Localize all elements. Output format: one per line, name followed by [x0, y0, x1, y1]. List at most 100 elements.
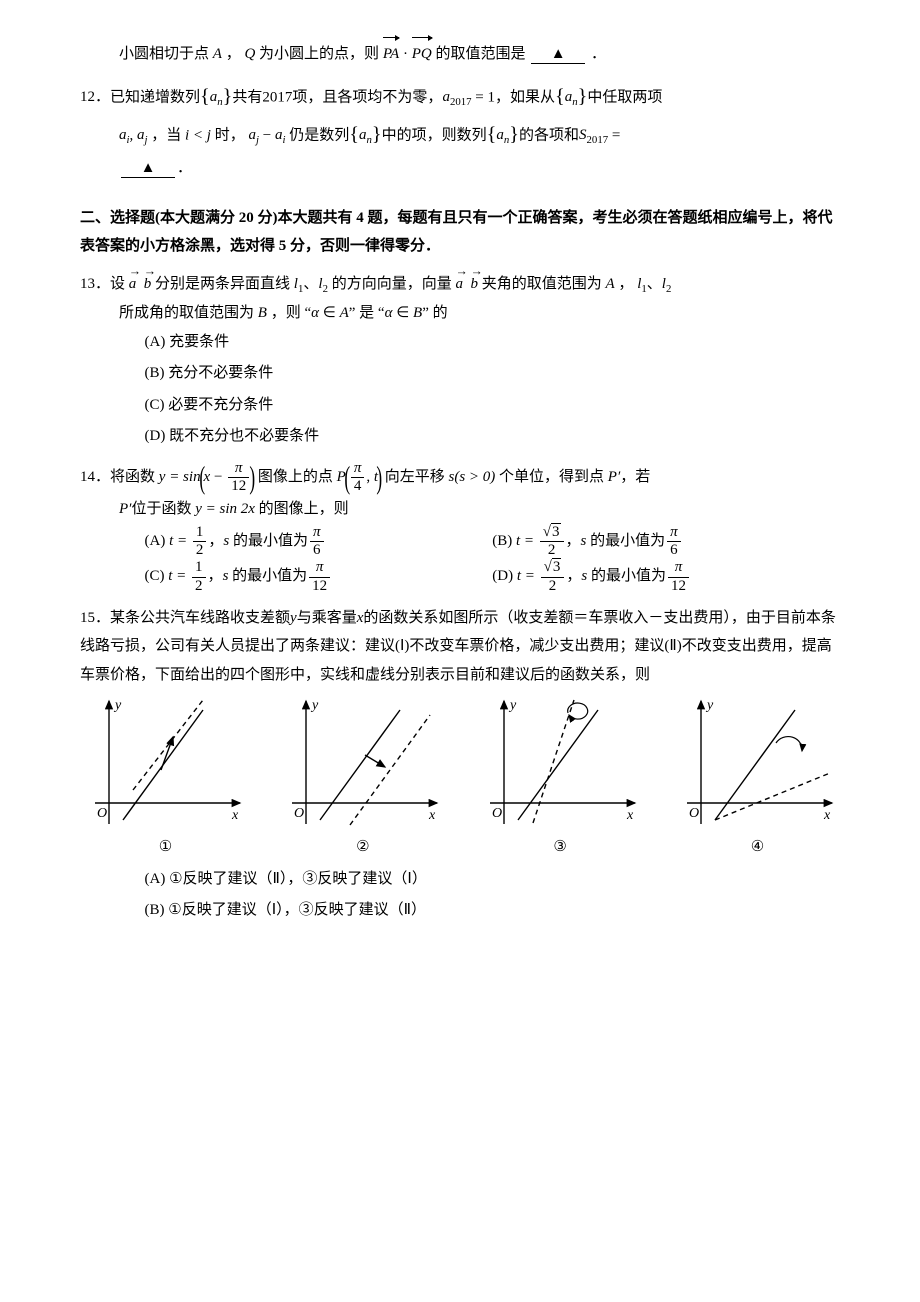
text: 中任取两项 [587, 89, 662, 105]
q15: 15．某条公共汽车线路收支差额y与乘客量x的函数关系如图所示（收支差额＝车票收入… [80, 604, 840, 925]
fill-blank[interactable]: ▲ [121, 160, 175, 178]
text: 共有 [232, 89, 262, 105]
set-A: A [606, 276, 615, 292]
option-A[interactable]: (A) t = 12，s 的最小值为π6 [145, 524, 493, 560]
vector-b: b [144, 270, 152, 299]
ai: ai [119, 127, 130, 143]
text: 向左平移 [385, 469, 445, 485]
q13: 13．设 a b 分别是两条异面直线 l1、l2 的方向向量，向量 a b 夹角… [80, 270, 840, 451]
option-C[interactable]: (C) 必要不充分条件 [145, 391, 841, 420]
figure-2: Oxy ② [280, 695, 445, 862]
option-A[interactable]: (A) ①反映了建议（Ⅱ），③反映了建议（Ⅰ） [145, 865, 841, 894]
vector-PQ: PQ [412, 40, 432, 69]
l2: l2 [662, 276, 672, 292]
aj2: aj [249, 127, 260, 143]
svg-text:x: x [626, 808, 634, 823]
option-A[interactable]: (A) 充要条件 [145, 328, 841, 357]
svg-text:y: y [310, 698, 319, 713]
text: 仍是数列 [289, 127, 349, 143]
sequence-an: {an} [200, 89, 232, 105]
period: ． [591, 46, 606, 62]
figure-3: Ox y ③ [478, 695, 643, 862]
text: ，若 [620, 469, 650, 485]
text: 将函数 [110, 469, 155, 485]
q12: 12．已知递增数列{an}共有2017项，且各项均不为零，a2017 = 1，如… [80, 78, 840, 183]
vector-a: a [129, 270, 137, 299]
S2017: S2017 [579, 127, 608, 143]
figure-caption-1: ① [83, 833, 248, 862]
text: 与乘客量 [297, 610, 357, 626]
y-sin2x: y = sin 2x [195, 501, 255, 517]
svg-text:x: x [428, 808, 436, 823]
text: ，则 “ [271, 305, 311, 321]
q-number: 13． [80, 270, 110, 299]
figure-4: Oxy ④ [675, 695, 840, 862]
text: ， [618, 276, 633, 292]
svg-text:x: x [231, 808, 239, 823]
svg-text:y: y [508, 698, 517, 713]
q13-line2: 所成角的取值范围为 B ，则 “α ∈ A” 是 “α ∈ B” 的 [80, 299, 840, 328]
pi-over-4: π4 [351, 460, 365, 496]
q14-line2: P′位于函数 y = sin 2x 的图像上，则 [80, 495, 840, 524]
fill-blank[interactable]: ▲ [531, 46, 585, 64]
figure-caption-2: ② [280, 833, 445, 862]
period: ． [177, 160, 192, 176]
P-prime: P′ [119, 501, 131, 517]
option-B[interactable]: (B) 充分不必要条件 [145, 359, 841, 388]
q14: 14．将函数 y = sin(x − π12) 图像上的点 P(π4, t) 向… [80, 460, 840, 595]
svg-text:O: O [689, 806, 699, 821]
figure-row: Ox y ① Ox y ② Ox y ③ Oxy ④ [80, 695, 840, 862]
option-C[interactable]: (C) t = 12，s 的最小值为π12 [145, 559, 493, 595]
q14-options-row2: (C) t = 12，s 的最小值为π12 (D) t = √32，s 的最小值… [80, 559, 840, 595]
text: 时， [215, 127, 245, 143]
text: 个单位，得到点 [499, 469, 604, 485]
text: 已知递增数列 [110, 89, 200, 105]
svg-text:x: x [823, 808, 831, 823]
svg-text:y: y [113, 698, 122, 713]
q15-options: (A) ①反映了建议（Ⅱ），③反映了建议（Ⅰ） (B) ①反映了建议（Ⅰ），③反… [80, 865, 840, 925]
s-gt-0: (s > 0) [454, 469, 495, 485]
option-B[interactable]: (B) t = √32，s 的最小值为π6 [492, 524, 840, 560]
text: ” 是 “ [349, 305, 385, 321]
l2: l2 [318, 276, 328, 292]
q14-options-row1: (A) t = 12，s 的最小值为π6 (B) t = √32，s 的最小值为… [80, 524, 840, 560]
svg-text:O: O [492, 806, 502, 821]
l1: l1 [294, 276, 304, 292]
q-number: 15． [80, 604, 110, 633]
aj: aj [137, 127, 148, 143]
text: ” 的 [422, 305, 447, 321]
text: 的图像上，则 [259, 501, 349, 517]
figure-1: Oxy ① [83, 695, 248, 862]
q11-continuation: 小圆相切于点 A ， Q 为小圆上的点，则 PA · PQ 的取值范围是 ▲ ． [80, 40, 840, 69]
text: 设 [110, 276, 125, 292]
vector-PA: PA [383, 40, 399, 69]
i-lt-j: i < j [185, 127, 211, 143]
text: ， [226, 46, 241, 62]
P-prime: P′ [608, 469, 620, 485]
q12-line2: ai, aj ，当 i < j 时， aj − ai 仍是数列{an}中的项，则… [80, 116, 840, 154]
text: 位于函数 [131, 501, 191, 517]
option-D[interactable]: (D) 既不充分也不必要条件 [145, 422, 841, 451]
point-Q: Q [244, 46, 255, 62]
text: 的各项和 [519, 127, 579, 143]
option-B[interactable]: (B) ①反映了建议（Ⅰ），③反映了建议（Ⅱ） [145, 896, 841, 925]
text: 项，且各项均不为零， [292, 89, 442, 105]
text: 夹角的取值范围为 [482, 276, 602, 292]
text: ，如果从 [495, 89, 555, 105]
figure-caption-4: ④ [675, 833, 840, 862]
text: 所成角的取值范围为 [119, 305, 254, 321]
figure-caption-3: ③ [478, 833, 643, 862]
text: 某条公共汽车线路收支差额 [110, 610, 290, 626]
set-B: B [258, 305, 267, 321]
text: 的取值范围是 [435, 46, 525, 62]
point-A: A [213, 46, 222, 62]
text: 小圆相切于点 [119, 46, 209, 62]
vector-a: a [455, 270, 463, 299]
q-number: 12． [80, 83, 110, 112]
eq1: = 1 [472, 89, 495, 105]
sequence-an: {an} [555, 89, 587, 105]
text: 中的项，则数列 [382, 127, 487, 143]
option-D[interactable]: (D) t = √32，s 的最小值为π12 [492, 559, 840, 595]
section-2-head: 二、选择题(本大题满分 20 分)本大题共有 4 题，每题有且只有一个正确答案，… [80, 204, 840, 261]
vector-b: b [470, 270, 478, 299]
